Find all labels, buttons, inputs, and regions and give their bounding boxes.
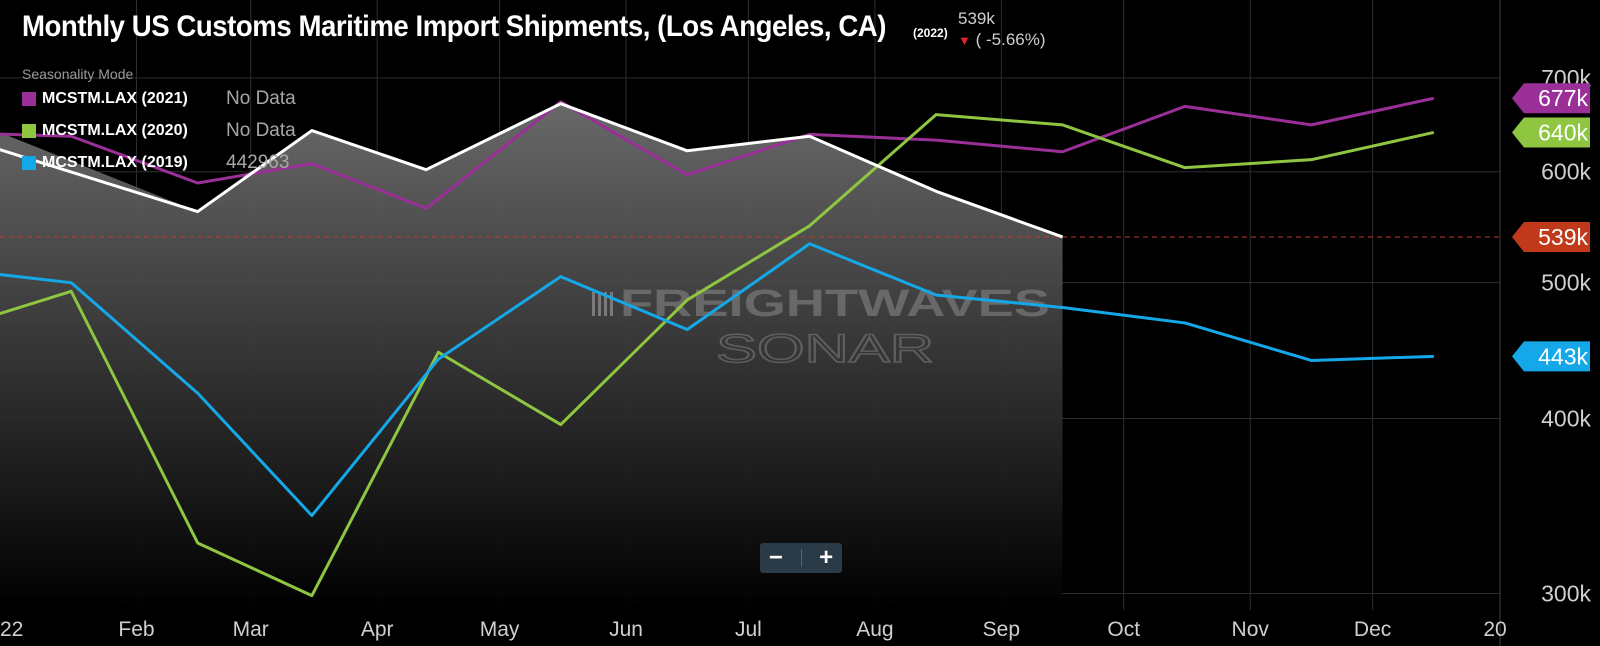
- freightwaves-sonar-watermark: FREIGHTWAVES SONAR: [592, 283, 1050, 372]
- x-tick-label: Apr: [361, 618, 394, 641]
- down-arrow-icon: ▼: [958, 33, 971, 48]
- x-tick-label: Feb: [118, 618, 154, 641]
- watermark-line1: FREIGHTWAVES: [620, 283, 1050, 325]
- watermark-line2: SONAR: [716, 327, 934, 371]
- y-tick-label: 400k: [1541, 405, 1591, 431]
- zoom-divider: [800, 549, 802, 567]
- x-tick-label: Nov: [1232, 618, 1270, 641]
- x-tick-label: May: [480, 618, 520, 641]
- x-tick-label: Sep: [983, 618, 1020, 641]
- value-tag: 677k: [1512, 83, 1590, 114]
- y-tick-label: 300k: [1541, 581, 1591, 607]
- legend-value-2019: 442963: [226, 152, 290, 173]
- x-tick-label: Mar: [233, 618, 269, 641]
- value-tag-label: 443k: [1538, 343, 1588, 369]
- change-percent: ( -5.66%): [975, 30, 1046, 49]
- chart-title: Monthly US Customs Maritime Import Shipm…: [22, 10, 887, 43]
- legend-swatch-2020: [22, 124, 36, 138]
- value-tag-label: 539k: [1538, 224, 1588, 250]
- value-tag: 443k: [1512, 341, 1590, 372]
- title-year-tag: (2022): [913, 26, 948, 40]
- series-line-2019[interactable]: [0, 242, 1434, 518]
- seasonality-mode-label: Seasonality Mode: [22, 66, 134, 82]
- value-tag: 640k: [1512, 117, 1590, 148]
- value-tag-bg: [1512, 341, 1590, 372]
- change-indicator: ▼ ( -5.66%): [958, 30, 1046, 50]
- watermark-bars-icon: [592, 292, 613, 316]
- y-tick-label: 600k: [1541, 159, 1591, 185]
- x-tick-label: 20: [1483, 618, 1506, 641]
- legend-swatch-2019: [22, 156, 36, 170]
- value-tag-label: 677k: [1538, 85, 1588, 111]
- x-tick-label: 22: [0, 618, 23, 641]
- x-tick-label: Dec: [1354, 618, 1391, 641]
- x-tick-label: Jun: [609, 618, 643, 641]
- legend-name-2021: MCSTM.LAX (2021): [42, 90, 188, 107]
- zoom-in-button[interactable]: +: [819, 544, 834, 571]
- legend-item-2021[interactable]: MCSTM.LAX (2021) No Data: [22, 88, 296, 110]
- x-tick-label: Jul: [735, 618, 762, 641]
- series-line-2021[interactable]: [0, 96, 1435, 210]
- legend-value-2020: No Data: [226, 120, 296, 141]
- legend-name-2020: MCSTM.LAX (2020): [42, 122, 188, 139]
- value-tag-bg: [1512, 83, 1590, 114]
- legend-item-2020[interactable]: MCSTM.LAX (2020) No Data: [22, 120, 296, 142]
- series-line-2020[interactable]: [0, 113, 1435, 598]
- x-tick-label: Aug: [856, 618, 893, 641]
- value-tag: 539k: [1512, 221, 1590, 252]
- y-tick-label: 500k: [1541, 270, 1591, 296]
- legend-swatch-2021: [22, 92, 36, 106]
- series-line-2022[interactable]: [0, 102, 1064, 239]
- legend-name-2019: MCSTM.LAX (2019): [42, 154, 188, 171]
- last-value: 539k: [958, 9, 995, 28]
- value-tag-bg: [1512, 221, 1590, 252]
- legend-item-2019[interactable]: MCSTM.LAX (2019) 442963: [22, 152, 289, 174]
- value-tag-label: 640k: [1538, 119, 1588, 145]
- value-tag-bg: [1512, 117, 1590, 148]
- zoom-out-button[interactable]: −: [768, 544, 783, 571]
- zoom-control: − +: [760, 543, 842, 573]
- area-fill-2022: [0, 103, 1063, 610]
- x-tick-label: Oct: [1107, 618, 1140, 641]
- legend-value-2021: No Data: [226, 88, 296, 109]
